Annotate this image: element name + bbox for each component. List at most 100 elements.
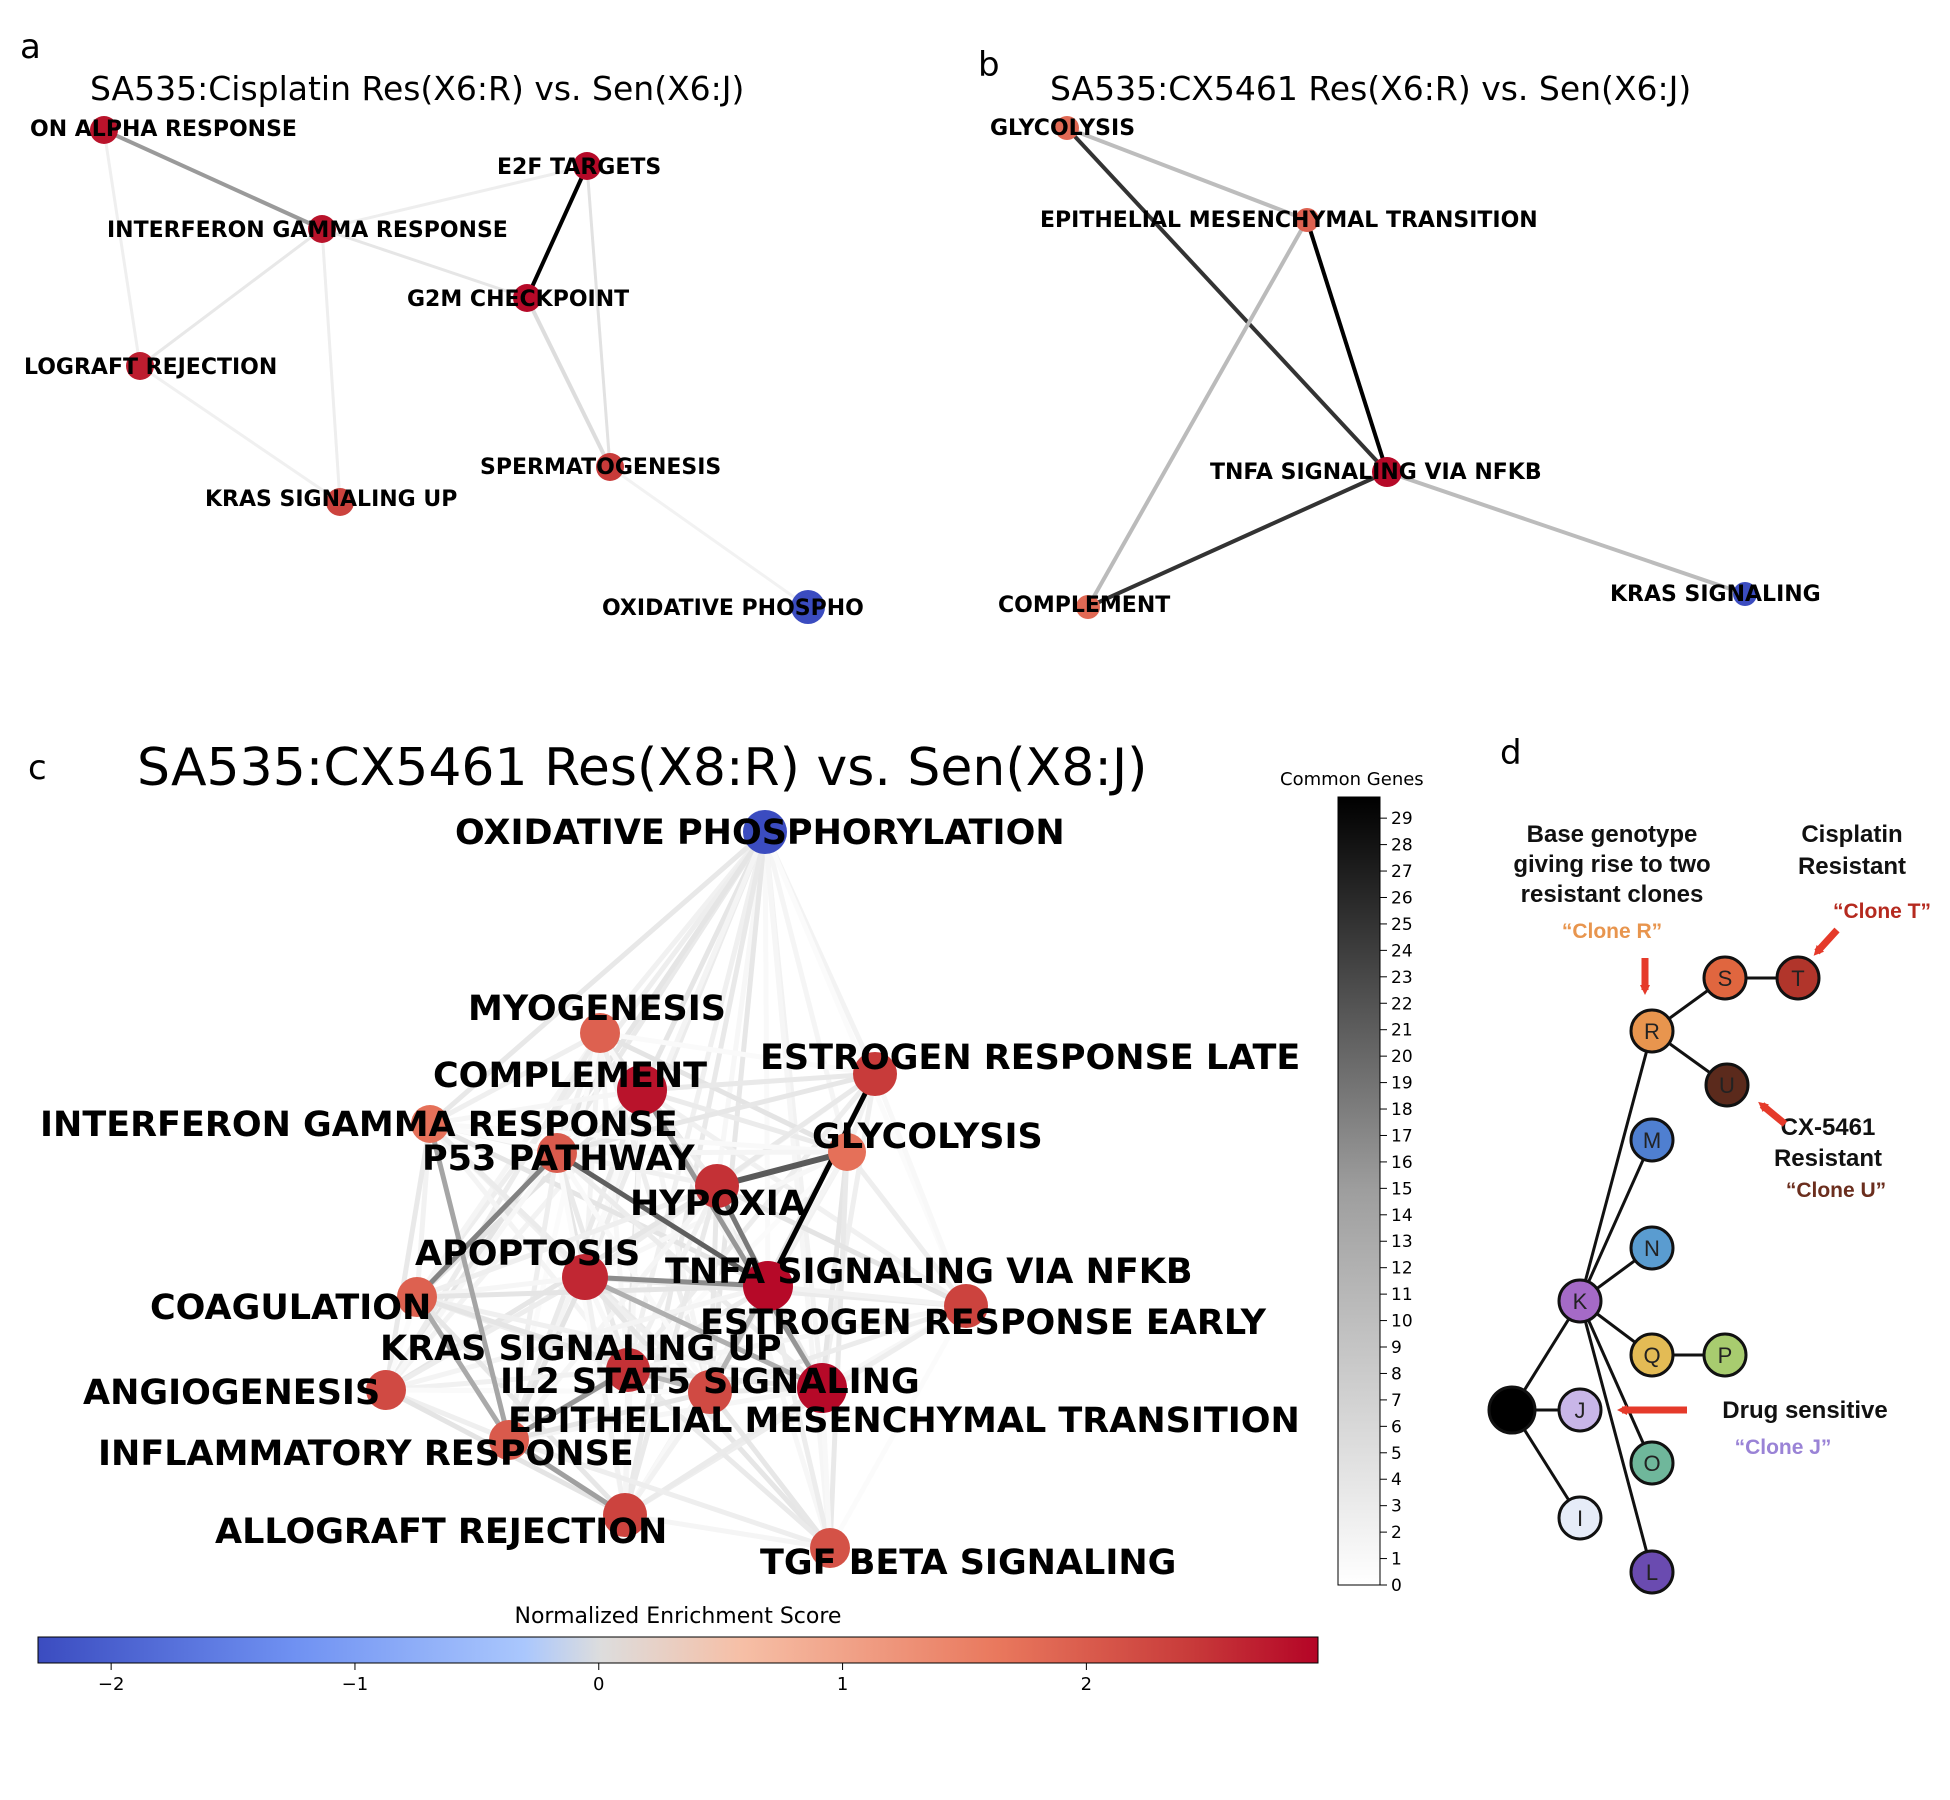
node-label: TGF BETA SIGNALING: [760, 1543, 1176, 1583]
graph-node: [828, 1133, 866, 1171]
tick-label: 23: [1391, 968, 1413, 988]
graph-edge: [556, 1071, 876, 1156]
tick-label: 2: [1391, 1523, 1402, 1543]
graph-node: [1055, 116, 1079, 140]
node-label: KRAS SIGNALING UP: [205, 487, 457, 512]
graph-edge: [623, 1385, 824, 1518]
graph-edge: [708, 1390, 832, 1550]
edge: [525, 165, 589, 299]
node-label: ANGIOGENESIS: [83, 1373, 380, 1413]
tree-node: [1557, 1387, 1603, 1433]
panel-c-nodes: [366, 810, 988, 1568]
graph-edge: [626, 1150, 849, 1372]
tick-label: 1: [1391, 1550, 1402, 1570]
graph-edge: [872, 1073, 969, 1307]
tick-label: 24: [1391, 941, 1413, 961]
graph-edge: [765, 1072, 878, 1288]
graph-node: [562, 1254, 608, 1300]
edge: [102, 129, 142, 367]
graph-edge: [819, 1073, 878, 1389]
panel-b-title: SA535:CX5461 Res(X6:R) vs. Sen(X6:J): [1050, 69, 1691, 108]
panel-a-edges: [102, 128, 809, 609]
graph-node: [90, 116, 118, 144]
graph-edge: [598, 1030, 849, 1155]
tree-annotations: Base genotype giving rise to two resista…: [1513, 821, 1931, 1459]
edge: [609, 465, 809, 609]
tick-label: 17: [1391, 1126, 1413, 1146]
node-label: EPITHELIAL MESENCHYMAL TRANSITION: [508, 1401, 1300, 1441]
node-label: HYPOXIA: [630, 1184, 806, 1224]
tree-node: [1629, 1008, 1675, 1054]
tick-label: 9: [1391, 1338, 1402, 1358]
graph-edge: [507, 1367, 630, 1443]
tick-label: 0: [593, 1674, 604, 1695]
tick-label: 3: [1391, 1497, 1402, 1517]
graph-edge: [506, 1275, 588, 1442]
arrow-clone-u: [1758, 1101, 1788, 1127]
tree-edge: [1578, 1300, 1654, 1573]
cisplatin-text-1: Cisplatin: [1801, 821, 1902, 848]
tree-node-label: I: [1577, 1506, 1583, 1531]
graph-edge: [385, 1283, 769, 1393]
common-genes-gradient: [1337, 796, 1381, 1586]
graph-node: [573, 152, 601, 180]
graph-edge: [583, 1274, 824, 1391]
graph-edge: [845, 1150, 968, 1308]
edge: [103, 128, 323, 231]
edge: [525, 297, 612, 468]
graph-edge: [428, 1121, 770, 1289]
tree-node: [1704, 1062, 1750, 1108]
panel-letter-a: a: [20, 27, 41, 67]
node-label: COMPLEMENT: [998, 593, 1170, 618]
graph-node: [695, 1164, 739, 1208]
common-genes-colorbar: Common Genes 012345678910111213141516171…: [1280, 769, 1424, 1596]
tree-node: [1775, 955, 1821, 1001]
clone-r-label: “Clone R”: [1562, 920, 1662, 943]
tree-node-label: S: [1718, 966, 1733, 991]
panel-b-nodes: [1055, 116, 1757, 619]
tick-label: 27: [1391, 862, 1413, 882]
tick-label: 0: [1391, 1576, 1402, 1596]
panel-c-edges: [383, 830, 969, 1551]
panel-b: b SA535:CX5461 Res(X6:R) vs. Sen(X6:J) G…: [978, 45, 1821, 619]
tree-node: [1557, 1495, 1603, 1541]
edge: [1065, 126, 1389, 474]
node-label: P53 PATHWAY: [422, 1139, 695, 1179]
graph-node: [126, 352, 154, 380]
node-label: MYOGENESIS: [468, 989, 726, 1029]
tree-node-label: P: [1718, 1343, 1733, 1368]
panel-letter-d: d: [1500, 733, 1522, 773]
graph-edge: [584, 1274, 769, 1289]
edge: [1386, 470, 1746, 596]
base-text-3: resistant clones: [1521, 881, 1704, 908]
tree-node-label: T: [1791, 966, 1804, 991]
edge: [320, 228, 342, 503]
graph-node: [617, 1065, 667, 1115]
panel-c: c SA535:CX5461 Res(X8:R) vs. Sen(X8:J) O…: [28, 738, 1424, 1695]
graph-edge: [554, 1151, 713, 1394]
node-label: SPERMATOGENESIS: [480, 455, 721, 480]
tree-node-label: Q: [1643, 1343, 1660, 1368]
edge: [321, 164, 588, 231]
arrow-clone-t: [1813, 927, 1840, 956]
tick-label: 4: [1391, 1470, 1402, 1490]
graph-edge: [383, 1031, 603, 1392]
graph-node: [853, 1052, 897, 1096]
tick-label: 7: [1391, 1391, 1402, 1411]
graph-edge: [767, 1283, 967, 1309]
graph-edge: [626, 1368, 832, 1550]
panel-b-edges: [1065, 126, 1746, 609]
panel-letter-b: b: [978, 45, 1000, 85]
graph-edge: [819, 1387, 833, 1549]
graph-edge: [709, 1303, 967, 1395]
node-label: GLYCOLYSIS: [812, 1117, 1043, 1157]
graph-edge: [599, 1030, 876, 1077]
tree-node-label: R: [1644, 1019, 1660, 1044]
tree-node: [1629, 1549, 1675, 1595]
node-label: INFLAMMATORY RESPONSE: [98, 1434, 634, 1474]
tick-label: 15: [1391, 1179, 1413, 1199]
edge: [1087, 470, 1388, 609]
graph-edge: [556, 1149, 848, 1156]
graph-node: [397, 1277, 437, 1317]
edge: [585, 165, 612, 468]
